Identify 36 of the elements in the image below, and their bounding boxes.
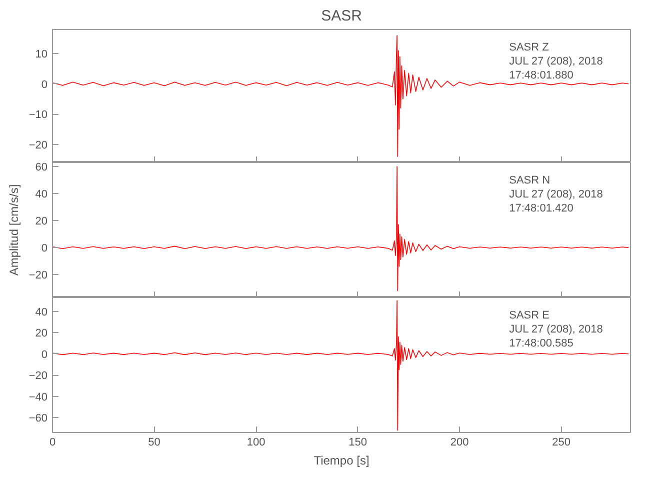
x-tick-label: 250	[552, 436, 570, 448]
y-tick-label: 0	[41, 242, 48, 255]
y-tick-label: 0	[41, 78, 48, 91]
x-tick-label: 100	[246, 436, 266, 448]
y-tick-label: 0	[41, 348, 48, 361]
y-tick-label: 20	[35, 216, 48, 228]
y-tick-label: −40	[28, 391, 48, 404]
y-tick-label: 40	[35, 188, 48, 201]
annotation: JUL 27 (208), 2018	[509, 56, 603, 68]
annotation: SASR E	[509, 310, 550, 322]
y-tick-label: −20	[28, 370, 48, 382]
y-axis-title: Amplitud [cm/s/s]	[6, 184, 21, 276]
annotation: JUL 27 (208), 2018	[509, 324, 603, 336]
x-tick-label: 200	[450, 436, 469, 448]
annotation: 17:48:01.880	[509, 70, 574, 82]
annotation: 17:48:01.420	[509, 202, 574, 214]
y-tick-label: 10	[35, 48, 48, 61]
annotation: 17:48:00.585	[509, 338, 574, 350]
x-tick-label: 50	[148, 436, 160, 448]
line-series	[52, 35, 629, 157]
y-tick-label: −20	[28, 139, 48, 152]
annotation: SASR N	[509, 174, 550, 186]
annotation: SASR Z	[509, 42, 550, 54]
y-tick-label: −60	[28, 412, 48, 425]
annotation: JUL 27 (208), 2018	[509, 188, 603, 200]
x-tick-label: 0	[49, 436, 56, 448]
y-tick-label: 60	[35, 162, 48, 174]
y-tick-label: −10	[28, 109, 48, 122]
y-tick-label: 40	[35, 306, 48, 318]
chart-title: SASR	[321, 8, 362, 24]
x-axis-title: Tiempo [s]	[314, 454, 370, 468]
line-series	[52, 166, 629, 292]
line-series	[52, 300, 629, 431]
y-tick-label: 20	[35, 328, 48, 340]
x-tick-label: 150	[348, 436, 367, 448]
y-tick-label: −20	[28, 270, 48, 282]
